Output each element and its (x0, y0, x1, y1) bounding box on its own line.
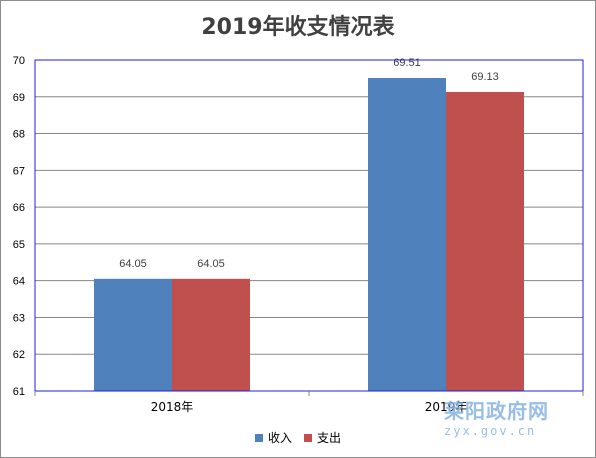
y-tick-label: 70 (13, 55, 25, 67)
legend-item: 收入 (254, 429, 292, 446)
axes: 61 62 63 64 65 66 67 68 69 70 2018年 2019年 (13, 55, 584, 414)
data-label: 69.13 (471, 71, 499, 83)
y-tick-label: 69 (13, 92, 25, 104)
bar (367, 78, 446, 391)
chart-title: 2019年收支情况表 (201, 15, 395, 40)
y-tick-label: 67 (13, 165, 25, 177)
data-labels: 64.05 64.05 69.51 69.13 (119, 57, 499, 270)
legend-label: 收入 (267, 431, 292, 445)
x-tick-label: 2019年 (425, 400, 468, 414)
data-label: 64.05 (197, 258, 225, 270)
y-tick-label: 66 (13, 202, 25, 214)
y-tick-label: 63 (13, 312, 25, 324)
x-tick-label: 2018年 (151, 400, 194, 414)
watermark: 莱阳政府网 zyx.gov.cn (444, 395, 584, 438)
legend: 收入 支出 (1, 429, 595, 446)
watermark-url: zyx.gov.cn (444, 424, 537, 438)
legend-swatch (254, 433, 263, 442)
data-label: 64.05 (119, 258, 147, 270)
legend-label: 支出 (317, 431, 342, 445)
bar (172, 278, 251, 391)
y-tick-label: 64 (13, 276, 25, 288)
y-tick-label: 62 (13, 349, 25, 361)
watermark-name: 莱阳政府网 (444, 399, 549, 423)
bar (93, 278, 172, 391)
legend-swatch (304, 433, 312, 442)
y-tick-label: 61 (13, 386, 25, 398)
bar (446, 91, 525, 391)
y-tick-label: 68 (13, 129, 25, 141)
bars (93, 78, 525, 391)
legend-item: 支出 (304, 429, 341, 446)
y-tick-label: 65 (13, 239, 25, 251)
data-label: 69.51 (393, 57, 421, 69)
